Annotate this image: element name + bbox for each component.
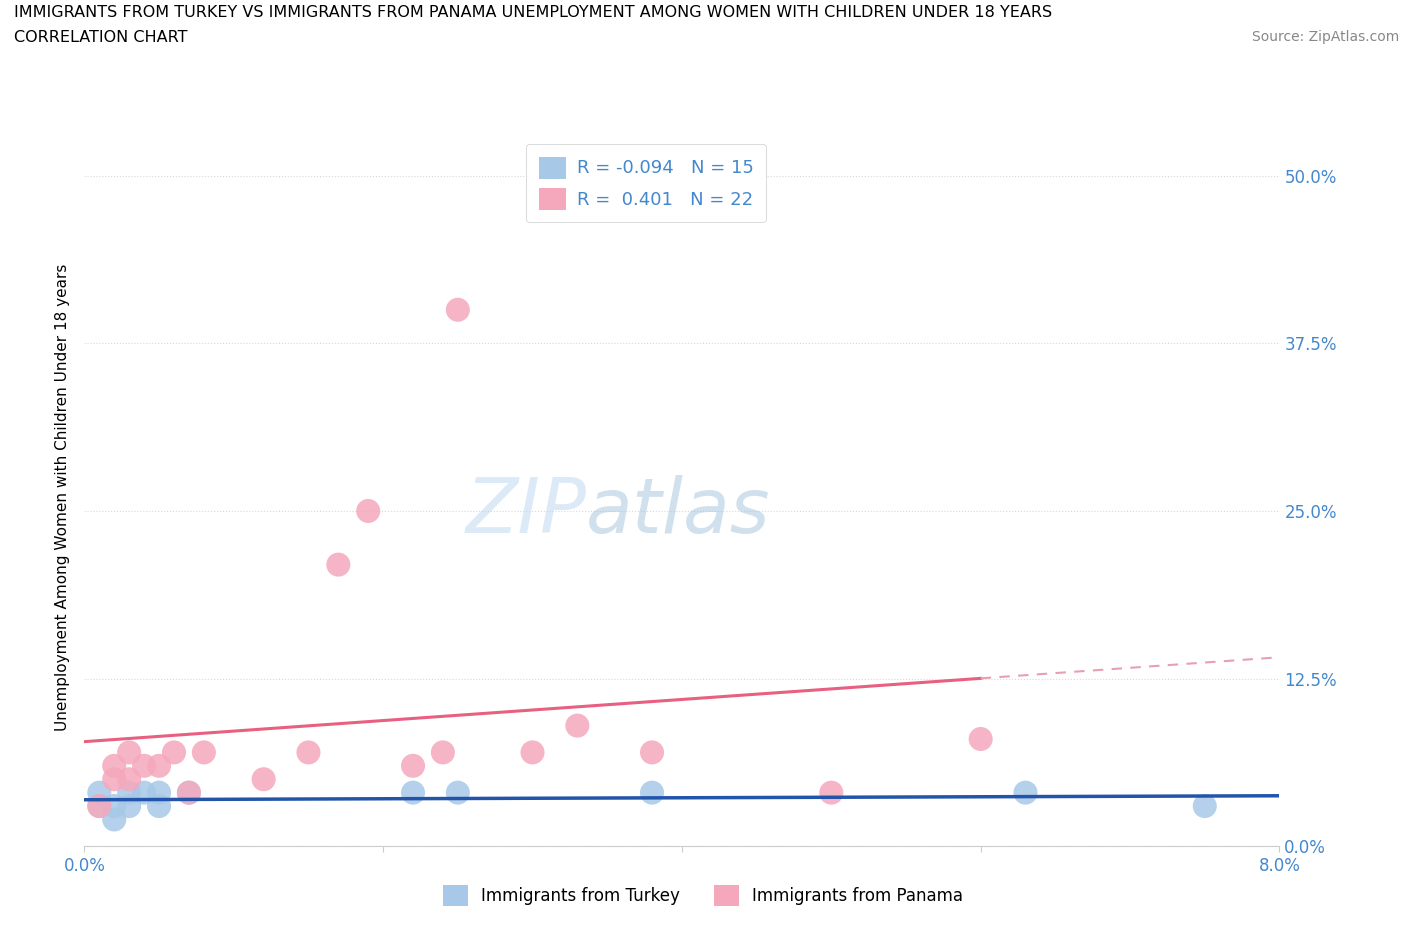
Legend: Immigrants from Turkey, Immigrants from Panama: Immigrants from Turkey, Immigrants from … — [436, 879, 970, 912]
Point — [567, 718, 589, 733]
Point — [522, 745, 544, 760]
Point — [148, 785, 170, 800]
Point — [641, 745, 664, 760]
Point — [177, 785, 200, 800]
Point — [969, 732, 991, 747]
Point — [1014, 785, 1036, 800]
Point — [103, 758, 125, 773]
Point — [447, 785, 470, 800]
Point — [132, 785, 156, 800]
Point — [402, 785, 425, 800]
Point — [402, 758, 425, 773]
Point — [118, 772, 141, 787]
Y-axis label: Unemployment Among Women with Children Under 18 years: Unemployment Among Women with Children U… — [55, 264, 70, 731]
Point — [1194, 799, 1216, 814]
Point — [193, 745, 215, 760]
Point — [163, 745, 186, 760]
Point — [148, 799, 170, 814]
Text: atlas: atlas — [586, 474, 770, 549]
Point — [328, 557, 350, 572]
Legend: R = -0.094   N = 15, R =  0.401   N = 22: R = -0.094 N = 15, R = 0.401 N = 22 — [526, 144, 766, 222]
Point — [820, 785, 842, 800]
Point — [132, 758, 156, 773]
Point — [118, 745, 141, 760]
Point — [447, 302, 470, 317]
Point — [118, 799, 141, 814]
Point — [357, 503, 380, 518]
Text: CORRELATION CHART: CORRELATION CHART — [14, 30, 187, 45]
Text: IMMIGRANTS FROM TURKEY VS IMMIGRANTS FROM PANAMA UNEMPLOYMENT AMONG WOMEN WITH C: IMMIGRANTS FROM TURKEY VS IMMIGRANTS FRO… — [14, 5, 1052, 20]
Point — [103, 772, 125, 787]
Point — [89, 799, 111, 814]
Point — [641, 785, 664, 800]
Point — [89, 799, 111, 814]
Text: Source: ZipAtlas.com: Source: ZipAtlas.com — [1251, 30, 1399, 44]
Point — [253, 772, 276, 787]
Text: ZIP: ZIP — [465, 474, 586, 549]
Point — [297, 745, 319, 760]
Point — [103, 812, 125, 827]
Point — [103, 799, 125, 814]
Point — [148, 758, 170, 773]
Point — [177, 785, 200, 800]
Point — [432, 745, 454, 760]
Point — [89, 785, 111, 800]
Point — [118, 785, 141, 800]
